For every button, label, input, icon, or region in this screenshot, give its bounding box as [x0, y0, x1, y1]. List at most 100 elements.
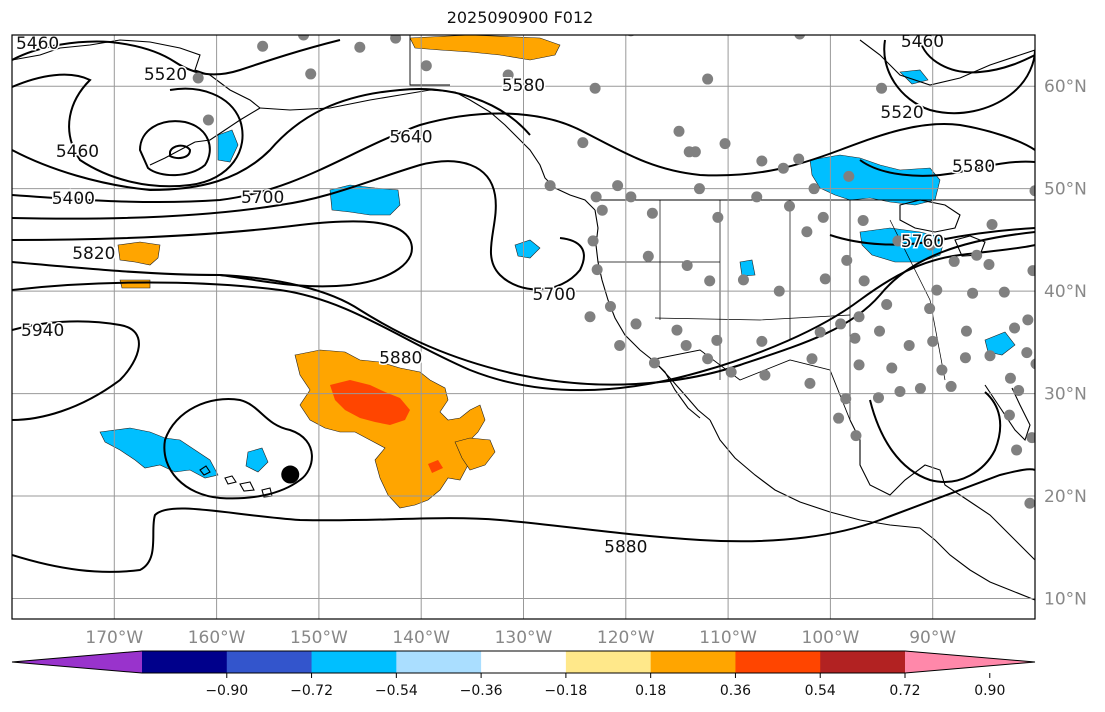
negative-anomaly-region: [984, 331, 1016, 356]
station-marker: [1003, 409, 1015, 421]
latitude-label: 40°N: [1044, 282, 1087, 302]
latitude-label: 20°N: [1044, 487, 1087, 507]
station-marker: [948, 255, 960, 267]
station-marker: [604, 301, 616, 313]
colorbar-tick-label: −0.18: [544, 683, 587, 699]
station-marker: [971, 249, 983, 261]
station-marker: [689, 146, 701, 158]
station-marker: [808, 183, 820, 195]
contour-label: 5460: [56, 142, 99, 162]
station-marker: [673, 125, 685, 137]
contour-labels: 5460 5460 5400 5520 5580 5640 5700 5820 5940 5880…: [14, 32, 996, 559]
station-marker: [584, 311, 596, 323]
station-marker: [959, 352, 971, 364]
station-marker: [680, 339, 692, 351]
station-marker: [305, 68, 317, 80]
longitude-label: 110°W: [699, 628, 757, 648]
station-marker: [892, 235, 904, 247]
colorbar-outline: [11, 650, 1036, 674]
station-marker: [756, 155, 768, 167]
colorbar-segment: [735, 651, 821, 673]
contour-label: 5880: [604, 537, 647, 557]
station-marker: [914, 382, 926, 394]
longitude-label: 90°W: [909, 628, 956, 648]
station-marker: [967, 287, 979, 299]
station-marker: [1013, 385, 1025, 397]
station-marker: [544, 180, 556, 192]
longitude-label: 150°W: [290, 628, 348, 648]
station-marker: [814, 326, 826, 338]
station-marker: [693, 183, 705, 195]
station-marker: [777, 162, 789, 174]
anomaly-shading: [99, 35, 1016, 509]
negative-anomaly-region: [514, 239, 541, 259]
station-marker: [924, 303, 936, 315]
station-marker: [298, 35, 310, 41]
station-marker: [712, 211, 724, 223]
station-marker: [612, 180, 624, 192]
contour-label: 5580: [952, 157, 995, 177]
station-marker: [986, 219, 998, 231]
latitude-label: 60°N: [1044, 77, 1087, 97]
colorbar-segment: [311, 651, 397, 673]
station-marker: [1027, 265, 1035, 277]
station-marker: [1024, 497, 1035, 509]
positive-anomaly-region: [454, 437, 496, 471]
negative-anomaly-region: [245, 447, 269, 473]
colorbar-tick-label: 0.90: [974, 683, 1005, 699]
station-marker: [642, 250, 654, 262]
station-marker: [681, 260, 693, 272]
station-marker: [759, 369, 771, 381]
station-marker: [804, 377, 816, 389]
station-marker: [591, 264, 603, 276]
station-marker: [872, 392, 884, 404]
colorbar-segment: [820, 651, 906, 673]
station-marker: [614, 339, 626, 351]
longitude-label: 120°W: [597, 628, 655, 648]
station-marker: [1029, 185, 1035, 197]
station-marker: [835, 318, 847, 330]
colorbar-segment: [481, 651, 567, 673]
station-marker: [587, 235, 599, 247]
colorbar-tick-label: 0.72: [889, 683, 920, 699]
height-contours: [12, 39, 1035, 573]
station-marker: [202, 114, 214, 126]
negative-anomaly-region: [217, 129, 239, 163]
station-marker: [354, 41, 366, 53]
station-marker: [849, 332, 861, 344]
station-marker: [853, 359, 865, 371]
station-marker: [1011, 444, 1023, 456]
station-marker: [833, 412, 845, 424]
negative-anomaly-region: [899, 69, 929, 85]
longitude-tick-labels: 170°W 160°W 150°W 140°W 130°W 120°W 110°W 100°W…: [85, 628, 956, 648]
station-marker: [257, 40, 269, 52]
contour-label: 5520: [880, 103, 923, 123]
colorbar-segment: [226, 651, 313, 673]
colorbar-segment: [565, 651, 652, 673]
station-marker: [756, 335, 768, 347]
station-marker: [192, 72, 204, 84]
station-marker: [927, 335, 939, 347]
station-marker: [719, 138, 731, 150]
station-marker: [737, 274, 749, 286]
station-marker: [1030, 358, 1035, 370]
station-marker: [925, 239, 937, 251]
station-marker: [894, 386, 906, 398]
contour-label: 5580: [502, 76, 545, 96]
station-marker: [881, 298, 893, 310]
station-marker: [390, 35, 402, 44]
station-marker: [1022, 314, 1034, 326]
colorbar: −0.90 −0.72 −0.54 −0.36 −0.18 0.18 0.36 0.54 0.7…: [11, 650, 1036, 699]
station-marker: [858, 275, 870, 287]
contour-label: 5460: [901, 32, 944, 52]
station-marker: [903, 339, 915, 351]
station-marker: [936, 364, 948, 376]
station-markers: [192, 35, 1035, 509]
station-marker: [589, 82, 601, 94]
station-marker: [702, 353, 714, 365]
station-marker: [857, 214, 869, 226]
longitude-label: 130°W: [495, 628, 553, 648]
station-marker: [850, 430, 862, 442]
station-marker: [819, 273, 831, 285]
longitude-label: 100°W: [802, 628, 860, 648]
